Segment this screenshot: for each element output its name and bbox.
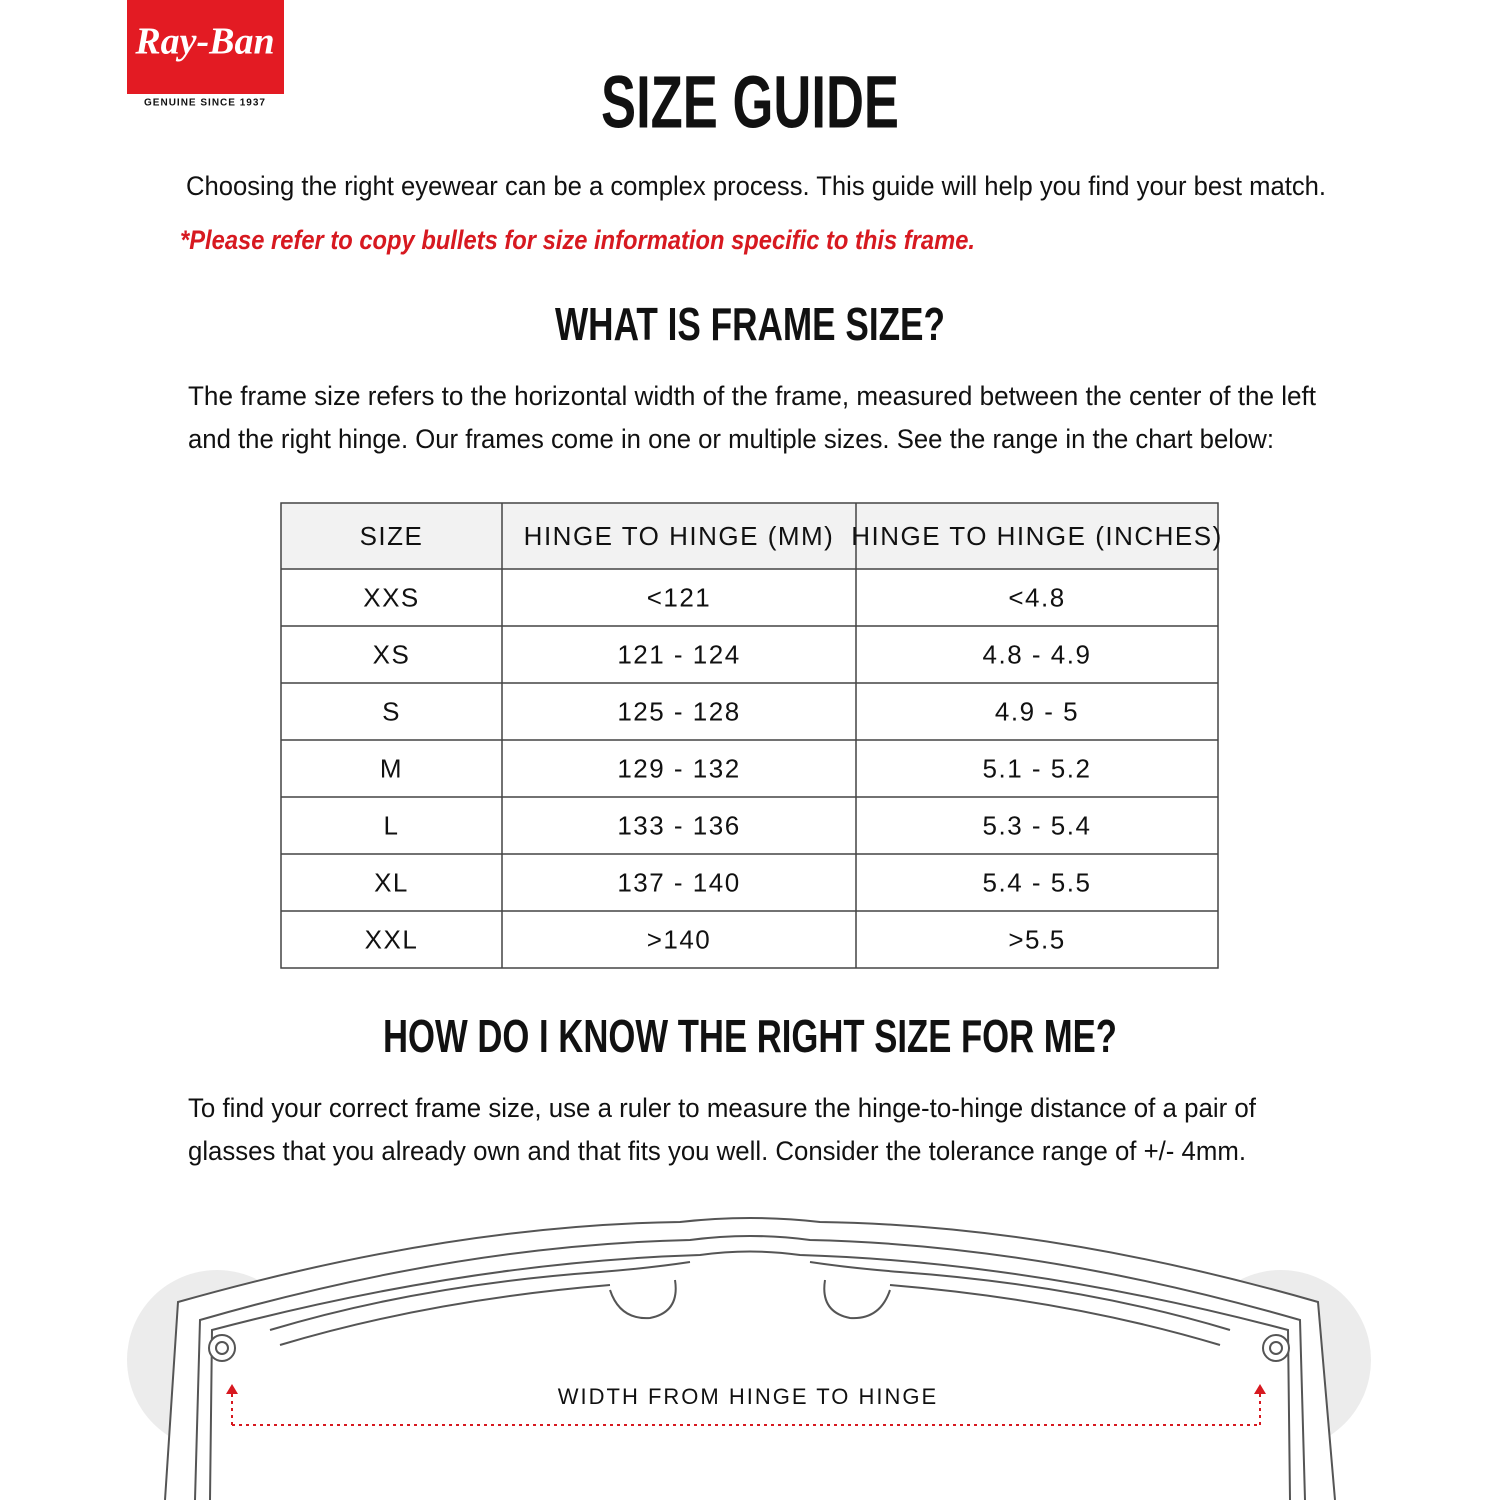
hinge — [1262, 1334, 1290, 1362]
table-cell: >140 — [647, 924, 712, 954]
nose-pad — [609, 1279, 891, 1320]
hinge — [208, 1334, 236, 1362]
glasses-diagram — [127, 1217, 1371, 1500]
note: *Please refer to copy bullets for size i… — [180, 225, 975, 255]
paragraph-line: and the right hinge. Our frames come in … — [188, 424, 1274, 454]
table-cell: L — [384, 810, 400, 840]
hinge — [1269, 1341, 1283, 1355]
table-cell: <121 — [647, 582, 712, 612]
intro: Choosing the right eyewear can be a comp… — [186, 171, 1326, 201]
table-cell: XS — [373, 639, 411, 669]
frame-outline — [209, 1250, 1291, 1500]
table-cell: 121 - 124 — [617, 639, 740, 669]
table-cell: 5.4 - 5.5 — [983, 867, 1092, 897]
table-cell: 129 - 132 — [617, 753, 740, 783]
table-header-cell: HINGE TO HINGE (MM) — [524, 521, 835, 551]
section-heading: HOW DO I KNOW THE RIGHT SIZE FOR ME? — [383, 1010, 1117, 1062]
table-cell: 4.9 - 5 — [995, 696, 1079, 726]
table-cell: XXL — [365, 924, 419, 954]
logo-tagline: GENUINE SINCE 1937 — [144, 98, 266, 109]
table-cell: >5.5 — [1008, 924, 1065, 954]
paragraph-line: glasses that you already own and that fi… — [188, 1136, 1246, 1166]
table-cell: 133 - 136 — [617, 810, 740, 840]
frame-outline — [164, 1217, 1336, 1500]
table-cell: 5.1 - 5.2 — [983, 753, 1092, 783]
logo-box — [127, 0, 284, 94]
table-cell: 4.8 - 4.9 — [983, 639, 1092, 669]
table-header-bg — [281, 503, 1218, 569]
logo-brand: Ray-Ban — [134, 21, 274, 63]
measure-line — [231, 1392, 1261, 1426]
table-cell: 125 - 128 — [617, 696, 740, 726]
lens-rim — [279, 1284, 1221, 1346]
table-header-cell: HINGE TO HINGE (INCHES) — [851, 521, 1223, 551]
table-border — [280, 502, 1219, 969]
lens-rim — [269, 1261, 1231, 1331]
diagram-label: WIDTH FROM HINGE TO HINGE — [558, 1384, 938, 1409]
table-cell: XXS — [363, 582, 420, 612]
section-heading: WHAT IS FRAME SIZE? — [555, 298, 945, 350]
size-table: SIZE HINGE TO HINGE (MM) HINGE TO HINGE (I… — [280, 502, 1223, 969]
table-cell: <4.8 — [1008, 582, 1065, 612]
table-cell: XL — [374, 867, 409, 897]
title: SIZE GUIDE — [601, 61, 899, 144]
paragraph-line: To find your correct frame size, use a r… — [188, 1093, 1256, 1123]
table-cell: M — [380, 753, 403, 783]
table-cell: S — [382, 696, 401, 726]
frame-outline — [194, 1235, 1306, 1500]
paragraph-line: The frame size refers to the horizontal … — [188, 381, 1316, 411]
hinge — [215, 1341, 229, 1355]
table-cell: 137 - 140 — [617, 867, 740, 897]
table-cell: 5.3 - 5.4 — [983, 810, 1092, 840]
table-header-cell: SIZE — [360, 521, 424, 551]
